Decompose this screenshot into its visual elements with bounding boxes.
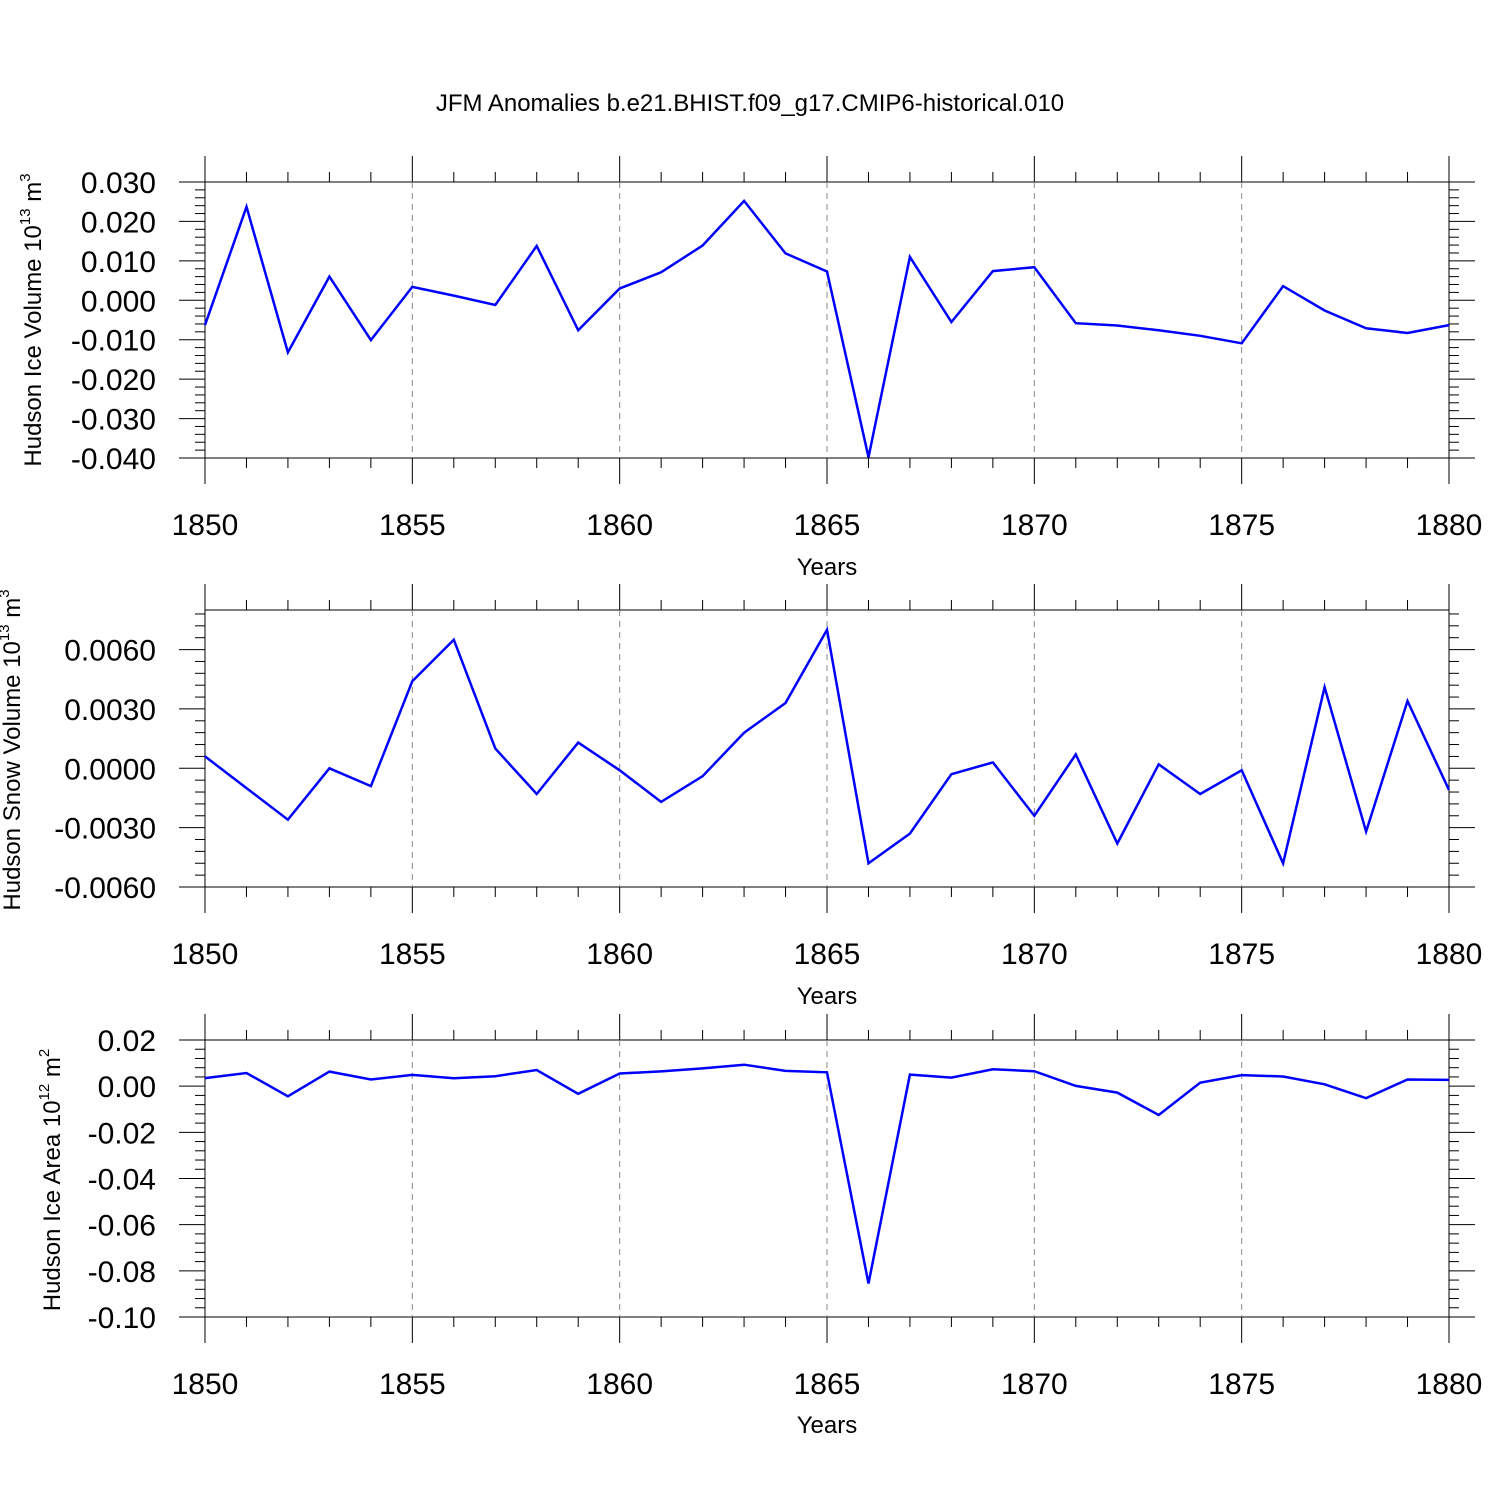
y-tick-labels: 0.030 0.020 0.010 0.000 -0.010 -0.020 -0.030 -0… [71,167,156,476]
y-axis-label-main: Hudson Ice Area 10 [39,1100,66,1311]
y-axis-label: Hudson Ice Volume 1013 m3 [17,173,47,466]
x-tick-labels: 1850 1855 1860 1865 1870 1875 1880 [172,1368,1483,1401]
y-tick-labels: 0.02 0.00 -0.02 -0.04 -0.06 -0.08 -0.10 [88,1025,156,1335]
y-tick-label: 0.000 [81,285,156,318]
x-tick-label: 1865 [794,938,861,971]
y-tick-label: 0.020 [81,206,156,239]
x-axis-label: Years [797,554,858,581]
y-tick-label: -0.04 [88,1164,156,1197]
y-tick-label: 0.010 [81,246,156,279]
x-tick-label: 1850 [172,1368,239,1401]
y-tick-label: 0.02 [98,1025,156,1058]
panel-ice-area: 0.020.00-0.02-0.04-0.06-0.08-0.10 1850 18… [36,1014,1482,1439]
y-axis-label: Hudson Snow Volume 1013 m3 [0,589,26,910]
x-tick-labels: 1850 1855 1860 1865 1870 1875 1880 [172,509,1483,542]
series-line [204,1063,1450,1284]
y-tick-label: -0.0060 [54,872,156,905]
series-line [204,626,1451,868]
grid [411,610,1243,887]
y-tick-label: -0.06 [88,1210,156,1243]
grid [411,1040,1243,1317]
x-axis-label: Years [797,983,858,1010]
y-tick-label: 0.0060 [64,635,156,668]
x-tick-label: 1870 [1001,1368,1068,1401]
y-axis-label-unit: m [39,1057,66,1077]
y-axis-label-unit: m [20,182,47,202]
x-tick-label: 1850 [172,938,239,971]
x-tick-label: 1875 [1208,1368,1275,1401]
y-axis-label-unit-exp: 3 [0,589,13,597]
y-tick-label: -0.10 [88,1302,156,1335]
x-tick-label: 1880 [1416,938,1483,971]
x-tick-label: 1875 [1208,938,1275,971]
y-axis-label: Hudson Ice Area 1012 m2 [36,1049,66,1312]
x-tick-label: 1850 [172,509,239,542]
y-axis-label-exp: 12 [36,1084,53,1101]
y-tick-label: -0.08 [88,1256,156,1289]
x-tick-label: 1880 [1416,1368,1483,1401]
y-tick-label: 0.0000 [64,753,156,786]
grid [411,182,1243,458]
x-tick-label: 1860 [586,1368,653,1401]
x-tick-label: 1870 [1001,938,1068,971]
y-axis-label-unit: m [0,598,26,618]
x-tick-label: 1860 [586,509,653,542]
y-axis-label-main: Hudson Ice Volume 10 [20,225,47,467]
y-tick-label: -0.030 [71,404,156,437]
x-tick-label: 1875 [1208,509,1275,542]
y-tick-label: -0.020 [71,364,156,397]
y-axis-label-main: Hudson Snow Volume 10 [0,641,26,911]
y-axis-label-exp: 13 [0,624,13,641]
x-tick-label: 1880 [1416,509,1483,542]
y-tick-label: 0.030 [81,167,156,200]
x-tick-label: 1865 [794,509,861,542]
tick-marks [179,1014,1475,1343]
y-axis-label-unit-exp: 2 [36,1049,53,1057]
panel-ice-volume: 0.030 0.020 0.010 0.000 -0.010 -0.020 -0.030 -0… [17,156,1482,581]
y-tick-label: -0.040 [71,443,156,476]
series-line [203,198,1450,458]
x-tick-label: 1855 [379,938,446,971]
chart-title: JFM Anomalies b.e21.BHIST.f09_g17.CMIP6-… [436,90,1064,117]
x-tick-label: 1855 [379,509,446,542]
y-axis-label-exp: 13 [17,208,34,225]
y-tick-label: 0.00 [98,1071,156,1104]
x-tick-labels: 1850 1855 1860 1865 1870 1875 1880 [172,938,1483,971]
x-tick-label: 1860 [586,938,653,971]
y-axis-label-unit-exp: 3 [17,173,34,181]
tick-marks [179,156,1475,484]
y-tick-label: 0.0030 [64,694,156,727]
x-tick-label: 1855 [379,1368,446,1401]
y-tick-label: -0.010 [71,325,156,358]
x-axis-label: Years [797,1412,858,1439]
y-tick-label: -0.0030 [54,813,156,846]
x-tick-label: 1870 [1001,509,1068,542]
y-tick-label: -0.02 [88,1117,156,1150]
tick-marks [179,584,1475,913]
y-tick-labels: 0.0060 0.0030 0.0000 -0.0030 -0.0060 [54,635,156,905]
x-tick-label: 1865 [794,1368,861,1401]
